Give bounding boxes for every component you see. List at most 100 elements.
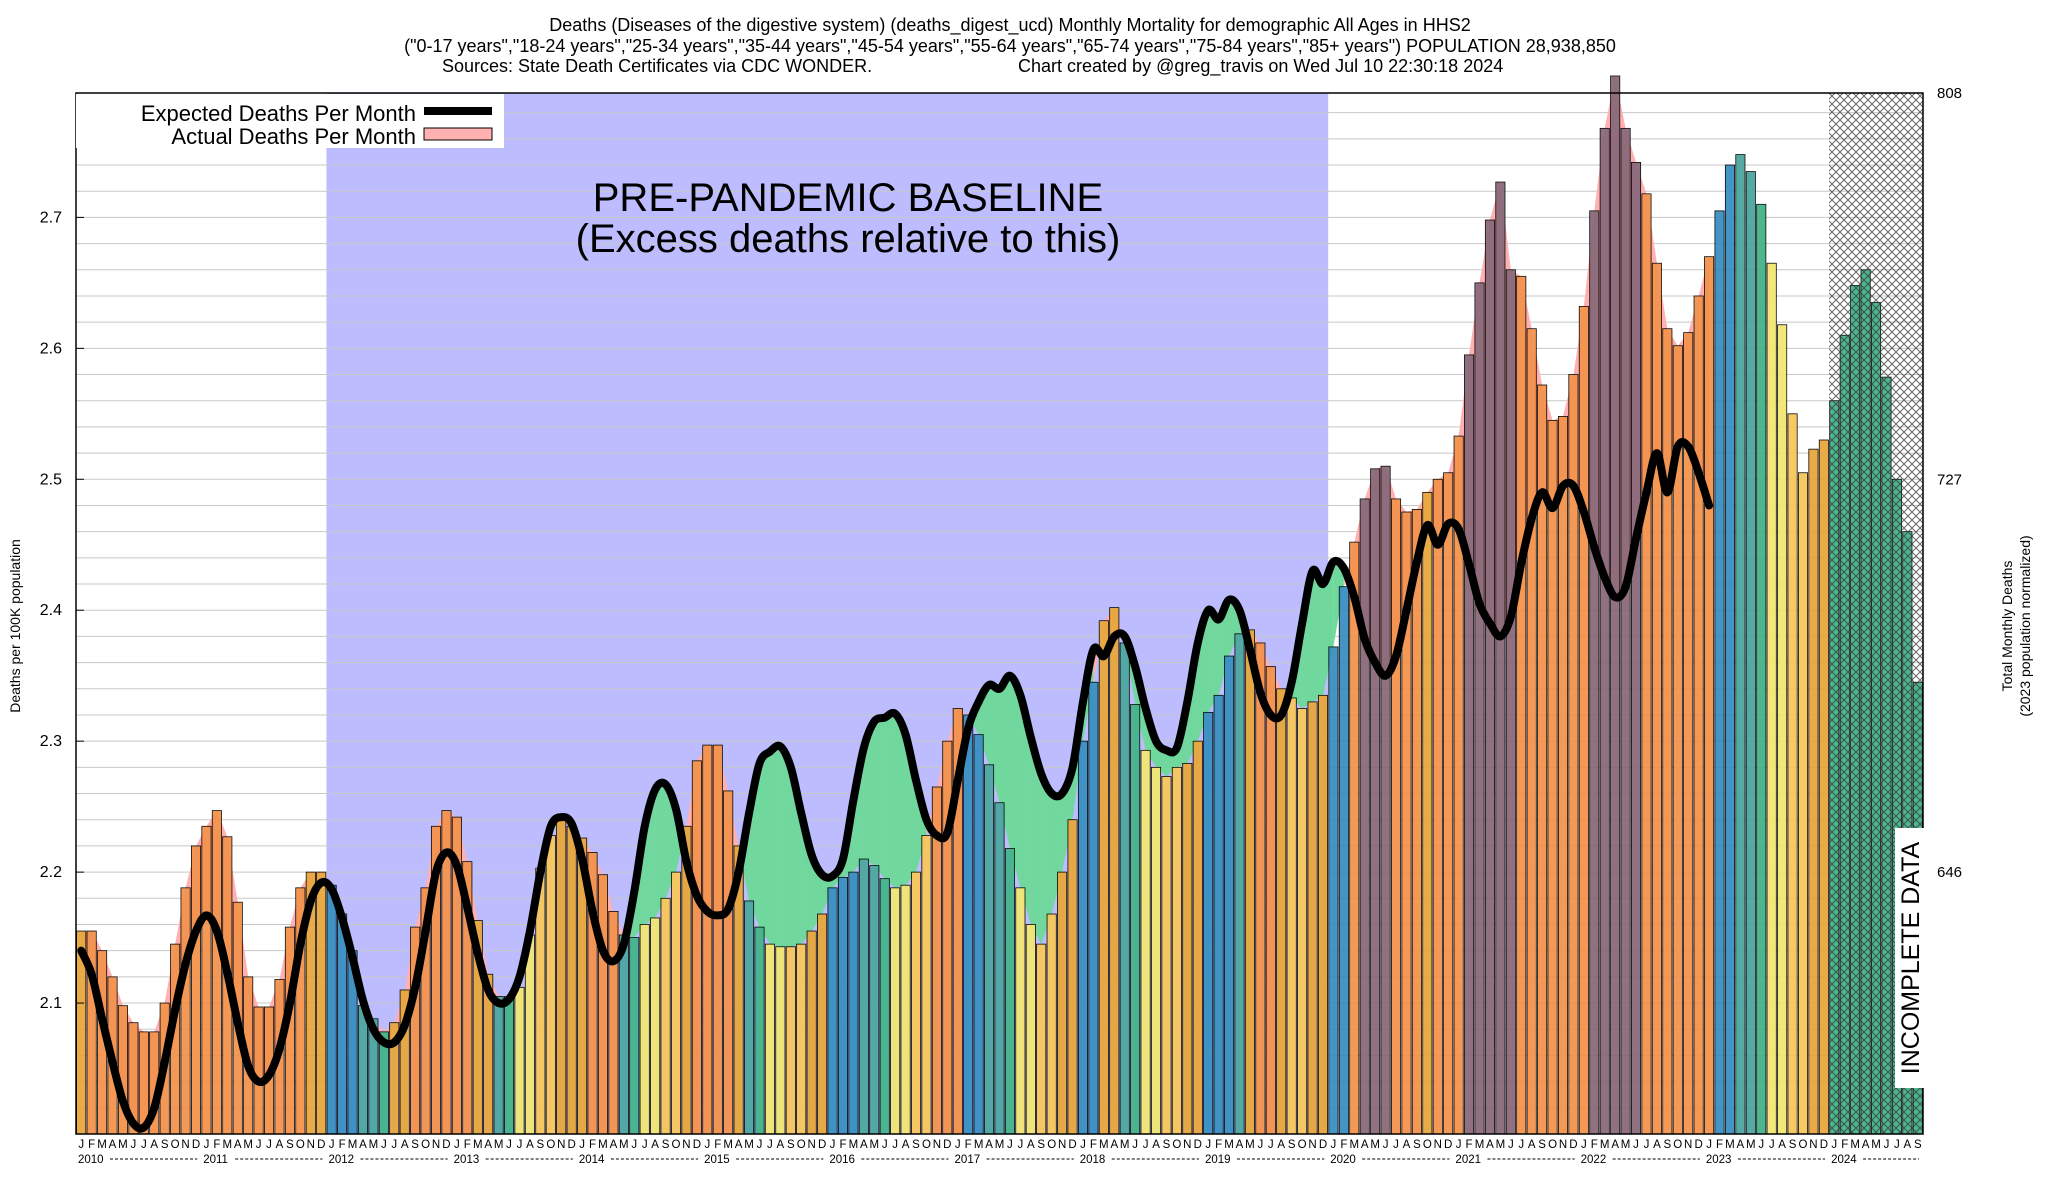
- incomplete-label-box: INCOMPLETE DATA: [1895, 828, 1927, 1088]
- deficit-area: [1312, 570, 1323, 702]
- x-month-label: A: [902, 1139, 910, 1151]
- actual-bar: [1735, 154, 1746, 1135]
- x-year-label: 2018: [1080, 1154, 1106, 1166]
- actual-bar: [764, 943, 775, 1135]
- legend-expected-label: Expected Deaths Per Month: [141, 101, 416, 126]
- actual-bar: [1641, 193, 1652, 1135]
- actual-bar: [1808, 448, 1819, 1135]
- x-month-label: J: [1331, 1139, 1337, 1151]
- x-month-label: M: [118, 1139, 128, 1151]
- actual-bar: [691, 760, 702, 1135]
- deficit-area: [1333, 561, 1344, 647]
- y-tick-label: 2.2: [40, 864, 62, 881]
- x-month-label: D: [943, 1139, 951, 1151]
- x-month-label: M: [619, 1139, 629, 1151]
- x-month-label: J: [266, 1139, 272, 1151]
- x-month-label: S: [1538, 1139, 1546, 1151]
- x-month-label: J: [1884, 1139, 1890, 1151]
- x-month-label: N: [432, 1139, 440, 1151]
- x-month-label: S: [286, 1139, 294, 1151]
- actual-bar: [963, 714, 974, 1135]
- chart-title: Deaths (Diseases of the digestive system…: [549, 15, 1470, 36]
- x-month-label: J: [892, 1139, 898, 1151]
- actual-bar: [190, 845, 202, 1135]
- actual-bar: [1756, 203, 1767, 1135]
- x-month-label: A: [1653, 1139, 1661, 1151]
- x-month-label: A: [150, 1139, 158, 1151]
- x-month-label: M: [1245, 1139, 1255, 1151]
- x-month-label: O: [171, 1139, 180, 1151]
- chart-credit: Chart created by @greg_travis on Wed Jul…: [1018, 56, 1503, 77]
- x-month-label: N: [307, 1139, 315, 1151]
- x-month-label: S: [537, 1139, 545, 1151]
- x-month-label: J: [1456, 1139, 1462, 1151]
- x-month-label: N: [933, 1139, 941, 1151]
- x-month-label: M: [1850, 1139, 1860, 1151]
- x-month-label: D: [1444, 1139, 1452, 1151]
- x-month-label: M: [1621, 1139, 1631, 1151]
- x-month-label: J: [1132, 1139, 1138, 1151]
- actual-bar: [1098, 620, 1109, 1135]
- actual-bar: [597, 874, 608, 1135]
- x-month-label: J: [1769, 1139, 1775, 1151]
- actual-bar: [1244, 629, 1255, 1135]
- y-tick-label: 2.7: [40, 209, 62, 226]
- x-month-label: F: [1090, 1139, 1097, 1151]
- deficit-area: [1041, 773, 1052, 945]
- actual-bar: [858, 858, 869, 1135]
- actual-bar: [556, 816, 567, 1135]
- actual-bar: [1631, 161, 1642, 1135]
- actual-bar: [827, 887, 838, 1135]
- actual-bar: [869, 865, 880, 1135]
- x-year-label: 2014: [579, 1154, 605, 1166]
- deficit-area: [1009, 675, 1021, 888]
- x-month-label: N: [1809, 1139, 1817, 1151]
- x-month-label: A: [860, 1139, 868, 1151]
- x-month-label: J: [454, 1139, 460, 1151]
- actual-bar: [702, 744, 713, 1135]
- x-month-label: N: [1434, 1139, 1442, 1151]
- x-month-label: J: [1518, 1139, 1524, 1151]
- x-month-label: D: [693, 1139, 701, 1151]
- baseline-sublabel: (Excess deaths relative to this): [576, 217, 1121, 261]
- actual-bar: [1526, 328, 1537, 1135]
- x-month-label: A: [651, 1139, 659, 1151]
- actual-bar: [1276, 688, 1287, 1135]
- y-tick-label: 2.6: [40, 340, 62, 357]
- actual-bar: [1464, 354, 1475, 1135]
- actual-bar: [984, 764, 995, 1135]
- x-month-label: A: [1528, 1139, 1536, 1151]
- x-month-label: J: [631, 1139, 637, 1151]
- x-month-label: J: [1894, 1139, 1900, 1151]
- x-month-label: D: [1319, 1139, 1327, 1151]
- actual-bar: [1130, 704, 1141, 1135]
- x-month-label: A: [1027, 1139, 1035, 1151]
- actual-bar: [723, 790, 734, 1135]
- deficit-area: [874, 717, 885, 879]
- x-month-label: F: [1841, 1139, 1848, 1151]
- x-month-label: M: [1120, 1139, 1130, 1151]
- actual-bar: [1547, 419, 1558, 1135]
- actual-bar: [775, 946, 786, 1135]
- x-month-label: J: [579, 1139, 585, 1151]
- actual-bar: [201, 825, 212, 1135]
- x-month-label: A: [359, 1139, 367, 1151]
- chart-sources: Sources: State Death Certificates via CD…: [442, 56, 872, 76]
- x-month-label: M: [1099, 1139, 1109, 1151]
- x-month-label: S: [1413, 1139, 1421, 1151]
- x-month-label: M: [1871, 1139, 1881, 1151]
- x-month-label: J: [1205, 1139, 1211, 1151]
- x-month-label: S: [161, 1139, 169, 1151]
- actual-bar: [1255, 642, 1266, 1135]
- x-month-label: M: [1746, 1139, 1756, 1151]
- actual-bar: [1724, 164, 1735, 1135]
- actual-bar: [1495, 181, 1506, 1135]
- x-month-label: D: [1694, 1139, 1702, 1151]
- actual-bar: [514, 986, 525, 1135]
- actual-bar: [1192, 740, 1203, 1135]
- x-month-label: F: [213, 1139, 220, 1151]
- actual-bar: [785, 946, 796, 1135]
- x-month-label: D: [1194, 1139, 1202, 1151]
- x-month-label: S: [787, 1139, 795, 1151]
